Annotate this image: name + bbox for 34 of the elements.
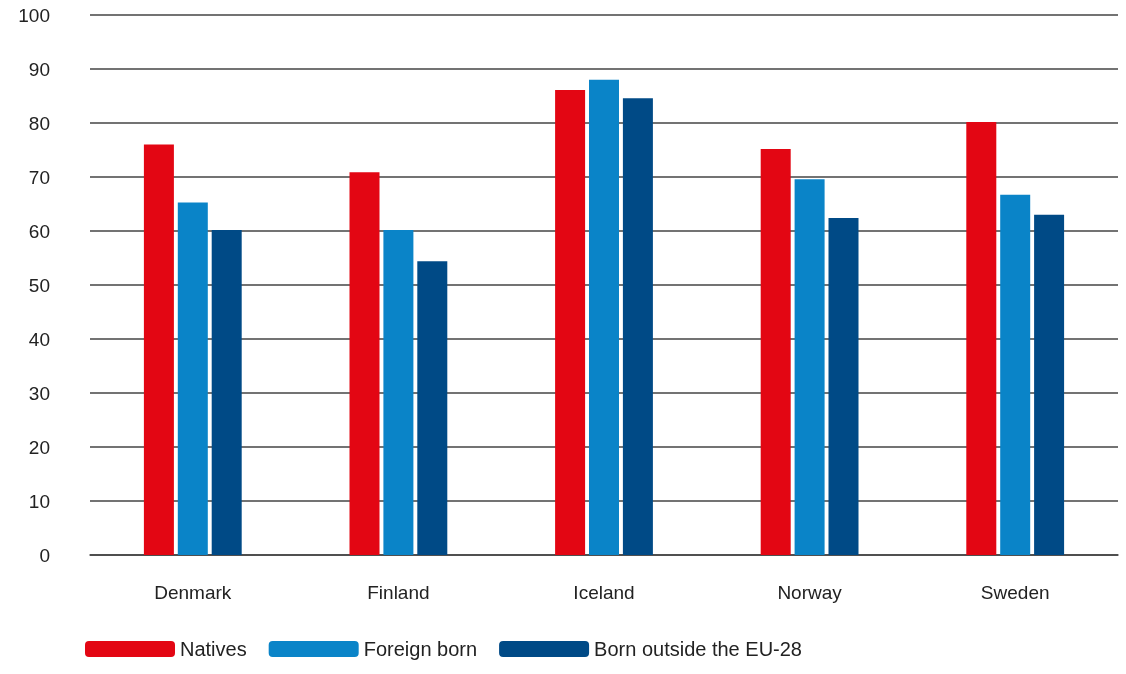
legend-label: Born outside the EU-28 <box>594 638 802 660</box>
y-tick-label: 50 <box>28 274 50 296</box>
y-tick-label: 40 <box>28 328 50 350</box>
x-tick-label: Denmark <box>154 582 232 603</box>
bar <box>383 229 414 555</box>
bar <box>1034 214 1065 555</box>
y-tick-label: 20 <box>28 436 50 458</box>
y-tick-label: 60 <box>28 220 50 242</box>
bar <box>794 179 825 555</box>
bar <box>211 229 242 555</box>
y-tick-label: 0 <box>39 544 50 566</box>
x-tick-label: Iceland <box>573 582 635 603</box>
legend-label: Foreign born <box>363 638 478 660</box>
legend-label: Natives <box>180 638 247 660</box>
bar <box>349 172 380 555</box>
x-tick-label: Norway <box>777 582 843 603</box>
bar <box>143 144 174 555</box>
y-tick-label: 70 <box>28 166 50 188</box>
bar <box>760 148 791 555</box>
y-tick-label: 30 <box>28 382 50 404</box>
bar <box>177 202 208 555</box>
x-tick-label: Sweden <box>980 582 1050 603</box>
bar <box>417 261 448 555</box>
bar <box>1000 194 1031 555</box>
y-tick-label: 80 <box>28 112 50 134</box>
y-tick-label: 100 <box>18 4 50 26</box>
y-tick-label: 10 <box>28 490 50 512</box>
bar <box>622 98 653 555</box>
bar <box>828 218 859 555</box>
bar <box>555 90 586 555</box>
bar <box>589 79 619 555</box>
y-tick-label: 90 <box>28 58 50 80</box>
bar <box>966 121 997 555</box>
x-tick-label: Finland <box>367 582 430 603</box>
